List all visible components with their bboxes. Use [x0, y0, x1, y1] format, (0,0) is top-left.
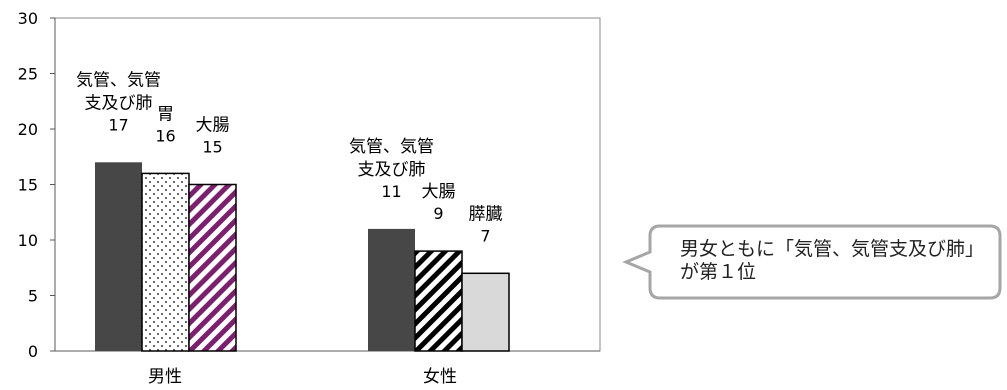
bar-value-label: 16 — [155, 126, 175, 145]
bar-name-label: 胃 — [157, 104, 174, 124]
bar — [414, 250, 463, 352]
bar — [141, 172, 190, 352]
x-category-label: 男性 — [148, 367, 182, 387]
bar-name-label: 膵臓 — [469, 204, 503, 224]
bar-name-label: 大腸 — [422, 182, 456, 202]
x-category-label: 女性 — [423, 367, 457, 387]
bar — [368, 228, 415, 351]
bar-value-label: 11 — [381, 182, 401, 201]
bar-value-label: 9 — [433, 204, 443, 223]
x-axis-categories: 男性 女性 — [148, 367, 457, 387]
bar-name-label: 大腸 — [196, 116, 230, 136]
callout-text: 男女ともに「気管、気管支及び肺」が第１位 — [680, 238, 975, 283]
y-tick-label: 15 — [18, 176, 38, 195]
bars — [95, 162, 510, 352]
bar-name-label: 気管、気管 — [349, 137, 434, 157]
bar — [188, 183, 237, 352]
y-tick-label: 20 — [18, 120, 38, 139]
bar-value-label: 17 — [108, 115, 128, 134]
y-tick-label: 30 — [18, 9, 38, 28]
y-axis: 0 5 10 15 20 25 30 — [18, 9, 600, 361]
y-tick-label: 25 — [18, 65, 38, 84]
bar — [95, 162, 142, 351]
bar-value-label: 7 — [480, 226, 490, 245]
bar — [461, 272, 510, 352]
bar-value-label: 15 — [202, 138, 222, 157]
y-tick-label: 5 — [28, 287, 38, 306]
bar-name-label: 支及び肺 — [358, 160, 426, 180]
bar-name-label: 気管、気管 — [76, 70, 161, 90]
y-tick-label: 10 — [18, 231, 38, 250]
callout-bubble — [622, 224, 1002, 300]
y-tick-label: 0 — [28, 342, 38, 361]
bar-name-label: 支及び肺 — [85, 93, 153, 113]
